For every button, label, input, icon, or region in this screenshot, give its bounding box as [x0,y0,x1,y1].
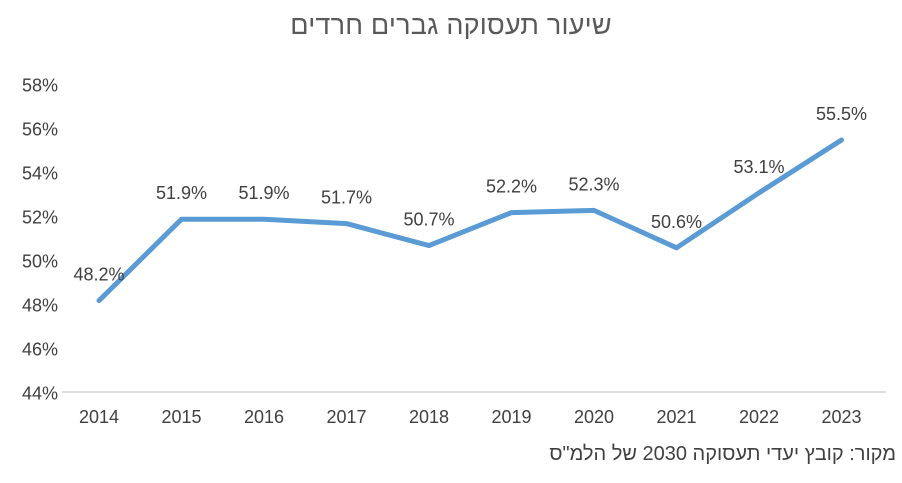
data-point-label: 51.7% [321,188,372,208]
data-point-label: 55.5% [816,104,867,124]
y-axis-tick-label: 50% [22,251,58,271]
y-axis-tick-label: 46% [22,339,58,359]
data-point-label: 51.9% [156,183,207,203]
y-axis-tick-label: 56% [22,119,58,139]
y-axis-tick-label: 44% [22,383,58,403]
data-point-label: 48.2% [73,265,124,285]
y-axis-tick-label: 54% [22,163,58,183]
series-line [96,137,844,304]
x-axis-tick-label: 2021 [656,407,696,427]
x-axis-tick-label: 2019 [491,407,531,427]
data-point-label: 53.1% [733,157,784,177]
y-axis-tick-label: 52% [22,207,58,227]
source-note: מקור: קובץ יעדי תעסוקה 2030 של הלמ"ס [549,443,896,465]
data-point-label: 52.3% [568,174,619,194]
y-axis-tick-label: 58% [22,75,58,95]
data-point-label: 51.9% [238,183,289,203]
y-axis-tick-label: 48% [22,295,58,315]
data-point-label: 50.7% [403,210,454,230]
x-axis-tick-label: 2022 [739,407,779,427]
x-axis-tick-label: 2016 [244,407,284,427]
x-axis-tick-label: 2017 [326,407,366,427]
data-point-label: 50.6% [651,212,702,232]
data-point-label: 52.2% [486,177,537,197]
x-axis-tick-label: 2023 [821,407,861,427]
x-axis-tick-label: 2014 [79,407,119,427]
x-axis-tick-label: 2018 [409,407,449,427]
x-axis-tick-label: 2015 [161,407,201,427]
x-axis-tick-label: 2020 [574,407,614,427]
chart-title: שיעור תעסוקה גברים חרדים [290,10,612,40]
